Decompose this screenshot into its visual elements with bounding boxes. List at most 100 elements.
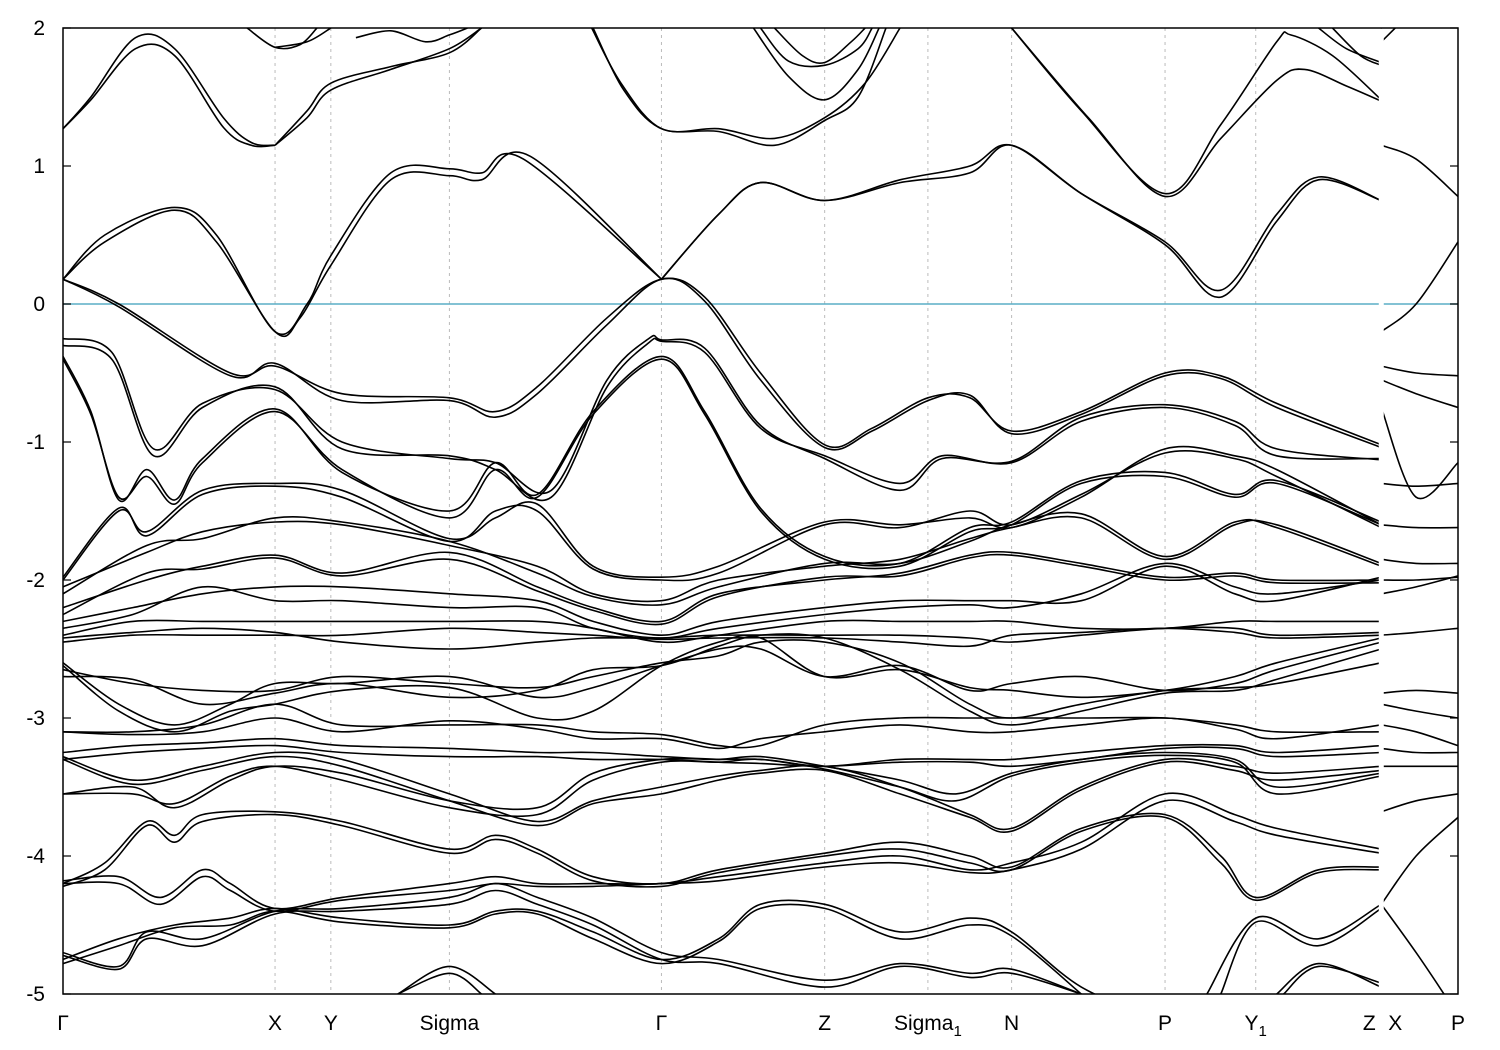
- band-line: [1283, 965, 1382, 994]
- band-line: [63, 813, 1382, 902]
- y-tick-label: -4: [26, 845, 45, 868]
- band-line: [63, 882, 1082, 994]
- band-line: [773, 28, 866, 64]
- band-line: [63, 717, 1382, 750]
- x-tick-label: Sigma: [420, 1012, 480, 1035]
- band-line: [1331, 28, 1382, 67]
- x-tick-label: X: [1388, 1012, 1402, 1035]
- band-line: [63, 703, 1382, 749]
- band-line: [274, 28, 332, 49]
- band-line: [1380, 407, 1458, 500]
- x-tick-label: Z: [1363, 1012, 1376, 1035]
- band-line: [592, 28, 887, 147]
- band-line: [63, 43, 276, 148]
- band-lines: [63, 28, 1458, 994]
- y-tick-label: -3: [26, 707, 45, 730]
- band-line: [1381, 558, 1458, 565]
- band-line: [63, 799, 1382, 913]
- band-line: [63, 152, 663, 336]
- band-line: [63, 639, 1382, 719]
- band-line: [1380, 816, 1458, 905]
- y-tick-label: 0: [33, 293, 45, 316]
- band-line: [660, 144, 1382, 298]
- y-tick-label: -1: [26, 431, 45, 454]
- x-tick-label: X: [268, 1012, 282, 1035]
- band-line: [1381, 689, 1458, 694]
- band-line: [1318, 28, 1382, 64]
- band-line: [63, 337, 1382, 502]
- band-line: [397, 965, 496, 994]
- band-line: [274, 28, 482, 146]
- band-line: [63, 445, 1382, 581]
- y-tick-label: 2: [33, 17, 45, 40]
- band-line: [1276, 962, 1382, 994]
- band-line: [63, 744, 1382, 768]
- band-line: [1381, 482, 1458, 487]
- band-line: [759, 28, 873, 68]
- band-line: [397, 972, 482, 994]
- band-line: [1220, 907, 1382, 994]
- band-line: [1010, 28, 1382, 195]
- band-line: [1381, 793, 1458, 813]
- y-axis: -5 -4 -3 -2 -1 0 1 2: [26, 17, 1458, 1006]
- band-line: [63, 562, 1382, 639]
- band-line: [63, 903, 1082, 994]
- band-line: [63, 277, 1382, 451]
- band-line: [63, 334, 1382, 495]
- x-axis: Γ X Y Sigma Γ Z Sigma1 N P Y1 Z X P: [57, 1012, 1465, 1040]
- band-line: [1380, 241, 1458, 333]
- band-line: [63, 355, 1382, 567]
- band-line: [63, 633, 1382, 726]
- band-line: [1381, 747, 1458, 754]
- band-line: [660, 143, 1382, 292]
- band-line: [63, 754, 1382, 818]
- x-tick-label: Y1: [1245, 1012, 1267, 1040]
- band-line: [63, 515, 1382, 603]
- band-line: [274, 28, 483, 146]
- x-tick-label: P: [1158, 1012, 1172, 1035]
- x-tick-label: Γ: [57, 1012, 69, 1035]
- band-line: [1206, 903, 1382, 994]
- band-line: [63, 899, 1097, 994]
- band-line: [63, 751, 1382, 831]
- band-line: [63, 810, 1382, 899]
- band-line: [63, 755, 1382, 833]
- x-tick-label: Γ: [656, 1012, 668, 1035]
- band-line: [63, 634, 1382, 733]
- x-tick-label: P: [1451, 1012, 1465, 1035]
- band-line: [1381, 379, 1458, 409]
- band-line: [63, 550, 1382, 623]
- band-line: [1381, 365, 1458, 377]
- band-line: [1381, 627, 1458, 636]
- y-tick-label: 1: [33, 155, 45, 178]
- band-line: [63, 889, 1082, 994]
- x-tick-label: Z: [818, 1012, 831, 1035]
- x-tick-label: Y: [324, 1012, 338, 1035]
- band-line: [63, 751, 1382, 811]
- y-tick-label: -2: [26, 569, 45, 592]
- y-tick-label: -5: [26, 983, 45, 1006]
- band-line: [590, 28, 901, 140]
- band-line: [63, 565, 1382, 636]
- band-line: [63, 553, 1382, 626]
- plot-frame: [62, 27, 1459, 995]
- band-line: [1381, 703, 1458, 719]
- band-line: [246, 28, 318, 50]
- band-line: [63, 737, 1382, 768]
- x-tick-label: N: [1004, 1012, 1019, 1035]
- band-line: [63, 33, 276, 147]
- band-line: [63, 627, 1382, 648]
- band-line: [752, 28, 880, 101]
- band-line: [63, 511, 1382, 606]
- band-line: [1381, 576, 1458, 582]
- x-tick-label: Sigma1: [894, 1012, 962, 1040]
- band-line: [1381, 144, 1458, 197]
- band-line: [63, 450, 1382, 582]
- band-line: [1010, 28, 1382, 198]
- band-line: [1381, 524, 1458, 529]
- band-line: [63, 358, 1382, 570]
- band-line: [1380, 903, 1445, 994]
- band-line: [355, 28, 468, 43]
- band-line: [1381, 724, 1458, 747]
